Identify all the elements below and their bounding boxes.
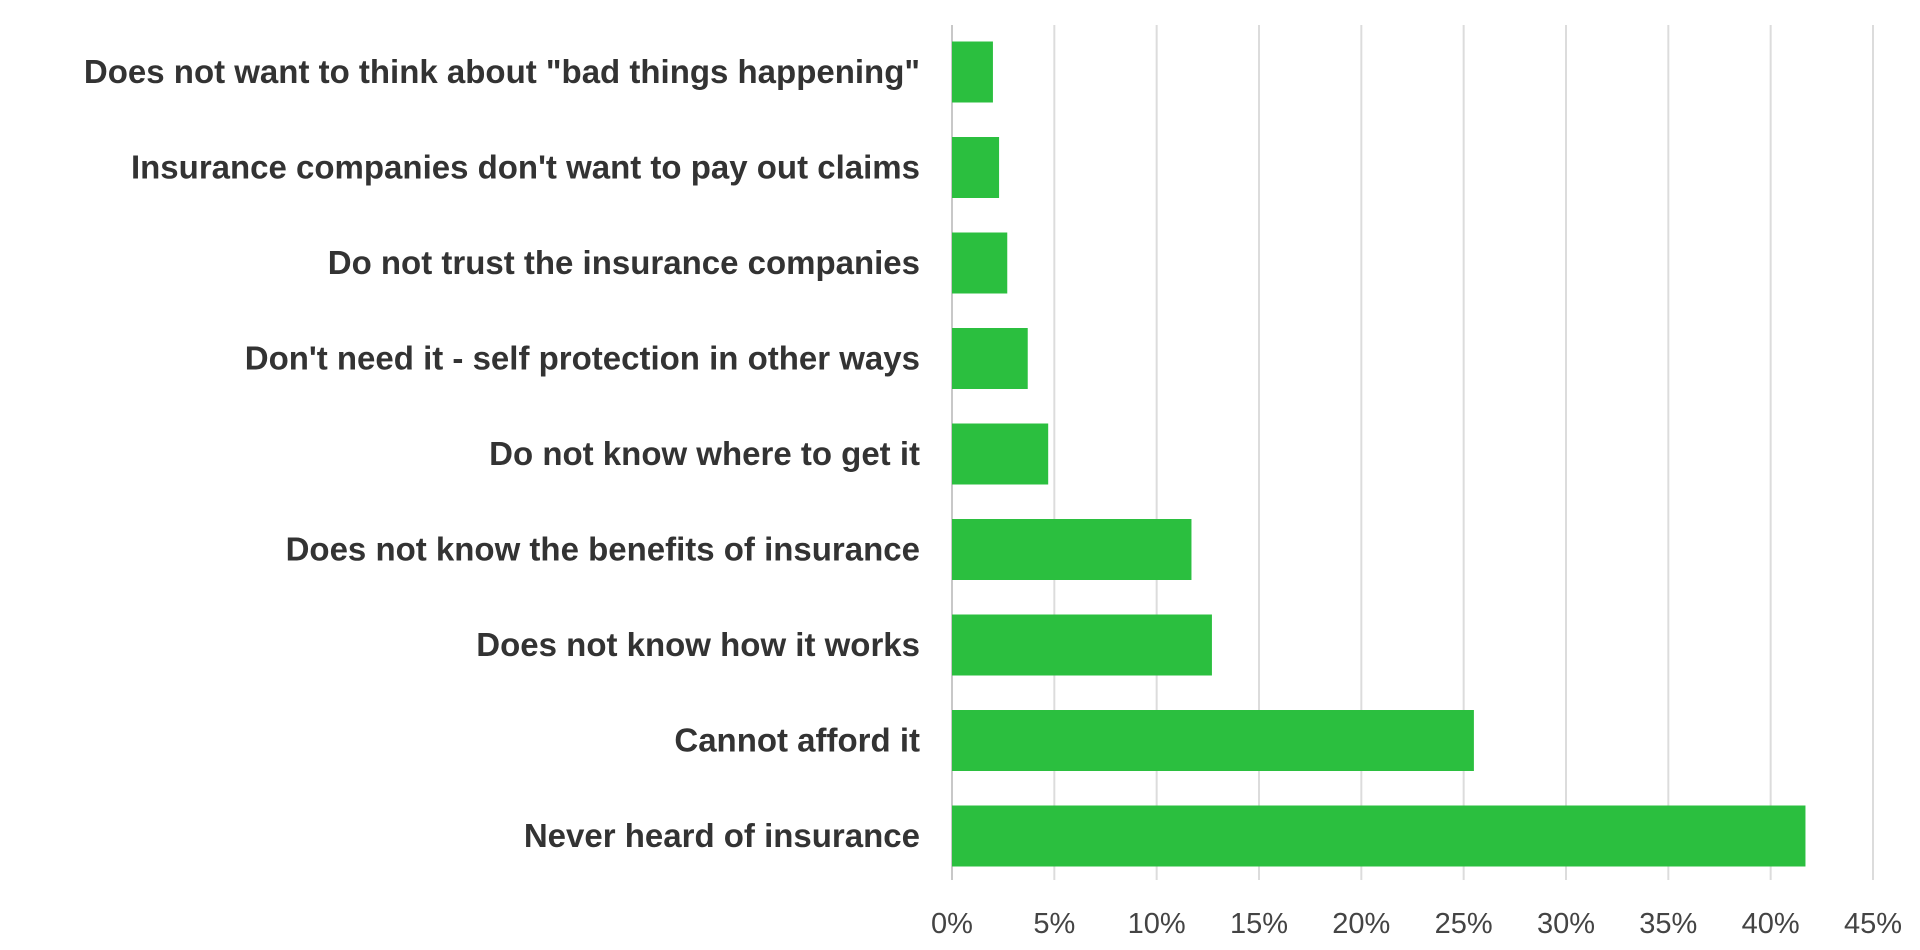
x-tick-label: 20%: [1332, 908, 1390, 940]
bar: [952, 137, 1000, 198]
x-tick-label: 0%: [931, 908, 973, 940]
bar: [952, 328, 1028, 389]
x-axis-tick-labels: 0% 5% 10% 15% 20% 25% 30% 35% 40% 45%: [931, 908, 1902, 940]
bar: [952, 423, 1049, 485]
category-label: Cannot afford it: [674, 722, 920, 759]
bar: [952, 710, 1474, 771]
category-label: Insurance companies don't want to pay ou…: [131, 149, 920, 186]
x-tick-label: 15%: [1230, 908, 1288, 940]
bar: [952, 614, 1212, 676]
category-label: Does not know how it works: [476, 626, 920, 663]
category-label: Does not know the benefits of insurance: [286, 531, 920, 568]
gridlines: [951, 25, 1874, 880]
x-tick-label: 45%: [1844, 908, 1902, 940]
bar: [952, 41, 993, 103]
x-tick-label: 25%: [1435, 908, 1493, 940]
category-label: Don't need it - self protection in other…: [245, 340, 920, 377]
bar: [952, 805, 1806, 867]
x-tick-label: 40%: [1742, 908, 1800, 940]
x-tick-label: 35%: [1639, 908, 1697, 940]
category-label: Do not know where to get it: [489, 435, 920, 472]
category-label: Does not want to think about "bad things…: [84, 53, 920, 90]
x-tick-label: 5%: [1033, 908, 1075, 940]
bar: [952, 232, 1008, 294]
x-tick-label: 30%: [1537, 908, 1595, 940]
bar: [952, 519, 1192, 580]
category-label: Do not trust the insurance companies: [328, 244, 920, 281]
bars: [952, 41, 1806, 867]
category-label: Never heard of insurance: [524, 817, 920, 854]
category-labels: Does not want to think about "bad things…: [84, 53, 920, 854]
x-tick-label: 10%: [1128, 908, 1186, 940]
